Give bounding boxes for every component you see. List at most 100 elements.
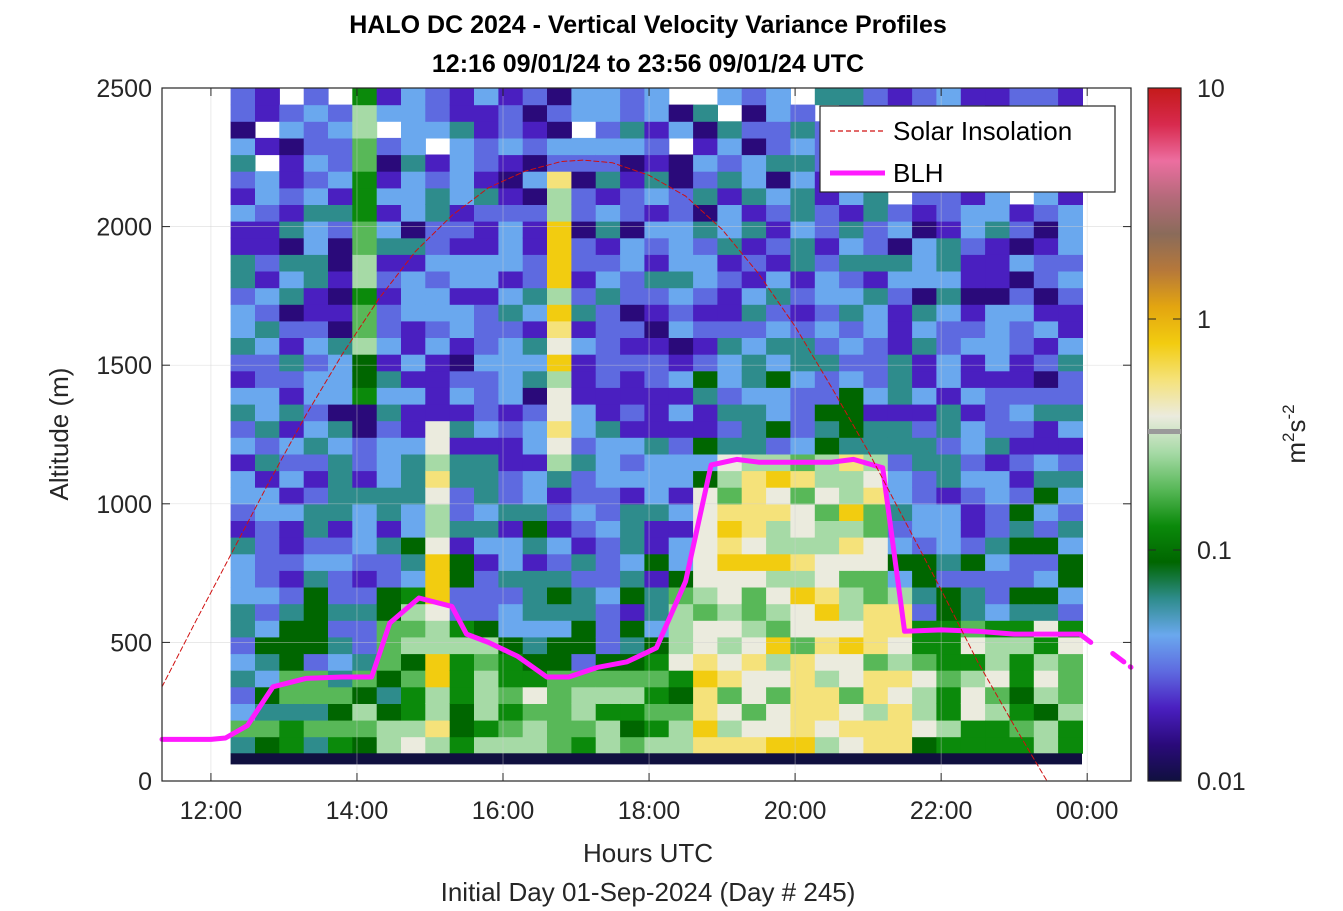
- heatmap-cell: [474, 171, 499, 189]
- heatmap-cell: [279, 603, 305, 621]
- heatmap-cell: [255, 736, 280, 754]
- heatmap-cell: [474, 470, 499, 488]
- heatmap-cell: [693, 553, 718, 571]
- heatmap-cell: [230, 570, 256, 588]
- heatmap-cell: [425, 437, 451, 455]
- heatmap-cell: [717, 587, 743, 605]
- heatmap-cell: [668, 237, 694, 255]
- heatmap-cell: [790, 304, 816, 322]
- heatmap-cell: [863, 570, 889, 588]
- heatmap-cell: [717, 437, 743, 455]
- heatmap-cell: [717, 254, 743, 272]
- heatmap-cell: [668, 736, 694, 754]
- heatmap-cell: [522, 304, 548, 322]
- heatmap-cell: [230, 404, 256, 422]
- heatmap-cell: [498, 686, 524, 704]
- heatmap-cell: [985, 354, 1010, 372]
- heatmap-cell: [303, 503, 329, 521]
- heatmap-cell: [352, 387, 378, 405]
- heatmap-cell: [936, 387, 962, 405]
- heatmap-cell: [693, 620, 718, 638]
- heatmap-cell: [620, 287, 645, 305]
- heatmap-cell: [279, 354, 305, 372]
- heatmap-cell: [255, 620, 280, 638]
- heatmap-cell: [839, 354, 864, 372]
- heatmap-cell: [960, 653, 986, 671]
- heatmap-cell: [620, 470, 645, 488]
- heatmap-cell: [620, 221, 645, 239]
- heatmap-cell: [887, 387, 913, 405]
- heatmap-cell: [595, 720, 621, 738]
- heatmap-cell: [936, 520, 962, 538]
- heatmap-cell: [571, 187, 597, 205]
- x-axis-ticks: 12:00 14:00 16:00 18:00 20:00 22:00 00:00: [180, 88, 1118, 825]
- heatmap-cell: [376, 453, 402, 472]
- heatmap-cell: [255, 304, 280, 322]
- heatmap-cell: [1033, 570, 1059, 588]
- heatmap-cell: [1009, 221, 1035, 239]
- heatmap-cell: [425, 553, 451, 571]
- heatmap-cell: [960, 670, 986, 688]
- heatmap-cell: [401, 137, 426, 156]
- heatmap-cell: [279, 570, 305, 588]
- x-axis-label: Hours UTC: [583, 838, 713, 868]
- heatmap-cell: [230, 503, 256, 521]
- heatmap-cell: [620, 137, 645, 156]
- heatmap-cell: [595, 453, 621, 472]
- heatmap-cell: [230, 520, 256, 538]
- heatmap-cell: [766, 204, 791, 222]
- colorbar-tick-label: 0.1: [1197, 537, 1232, 565]
- heatmap-cell: [644, 404, 670, 422]
- heatmap-cell: [1009, 736, 1035, 754]
- heatmap-cell: [1009, 670, 1035, 688]
- heatmap-cell: [1058, 537, 1083, 555]
- x-tick-label: 14:00: [326, 797, 389, 825]
- heatmap-cell: [401, 187, 426, 205]
- heatmap-cell: [255, 171, 280, 189]
- heatmap-cell: [839, 720, 864, 738]
- heatmap-cell: [279, 453, 305, 472]
- heatmap-cell: [376, 271, 402, 289]
- heatmap-cell: [547, 703, 572, 721]
- heatmap-cell: [960, 420, 986, 438]
- heatmap-cell: [887, 237, 913, 255]
- heatmap-cell: [1033, 254, 1059, 272]
- heatmap-cell: [522, 470, 548, 488]
- heatmap-cell: [1033, 370, 1059, 388]
- heatmap-cell: [279, 154, 305, 172]
- heatmap-cell: [985, 437, 1010, 455]
- heatmap-cell: [693, 171, 718, 189]
- heatmap-cell: [887, 670, 913, 688]
- heatmap-cell: [960, 271, 986, 289]
- heatmap-cell: [644, 503, 670, 521]
- heatmap-cell: [741, 104, 767, 122]
- heatmap-cell: [912, 287, 937, 305]
- heatmap-cell: [547, 620, 572, 638]
- heatmap-cell: [936, 271, 962, 289]
- heatmap-cell: [644, 271, 670, 289]
- heatmap-cell: [401, 304, 426, 322]
- heatmap-cell: [960, 354, 986, 372]
- heatmap-cell: [498, 570, 524, 588]
- heatmap-cell: [668, 670, 694, 688]
- heatmap-cell: [474, 570, 499, 588]
- heatmap-cell: [522, 437, 548, 455]
- heatmap-cell: [960, 503, 986, 521]
- heatmap-cell: [449, 121, 475, 139]
- heatmap-cell: [741, 686, 767, 704]
- heatmap-cell: [449, 686, 475, 704]
- heatmap-cell: [376, 653, 402, 671]
- heatmap-cell: [571, 337, 597, 355]
- heatmap-cell: [839, 337, 864, 355]
- heatmap-cell: [376, 171, 402, 189]
- heatmap-cell: [839, 88, 864, 106]
- heatmap-cell: [425, 470, 451, 488]
- heatmap-cell: [766, 354, 791, 372]
- heatmap-cell: [595, 587, 621, 605]
- heatmap-cell: [255, 570, 280, 588]
- heatmap-cell: [547, 271, 572, 289]
- heatmap-cell: [1058, 287, 1083, 305]
- heatmap-cell: [547, 121, 572, 139]
- heatmap-cell: [717, 237, 743, 255]
- heatmap-cell: [960, 537, 986, 555]
